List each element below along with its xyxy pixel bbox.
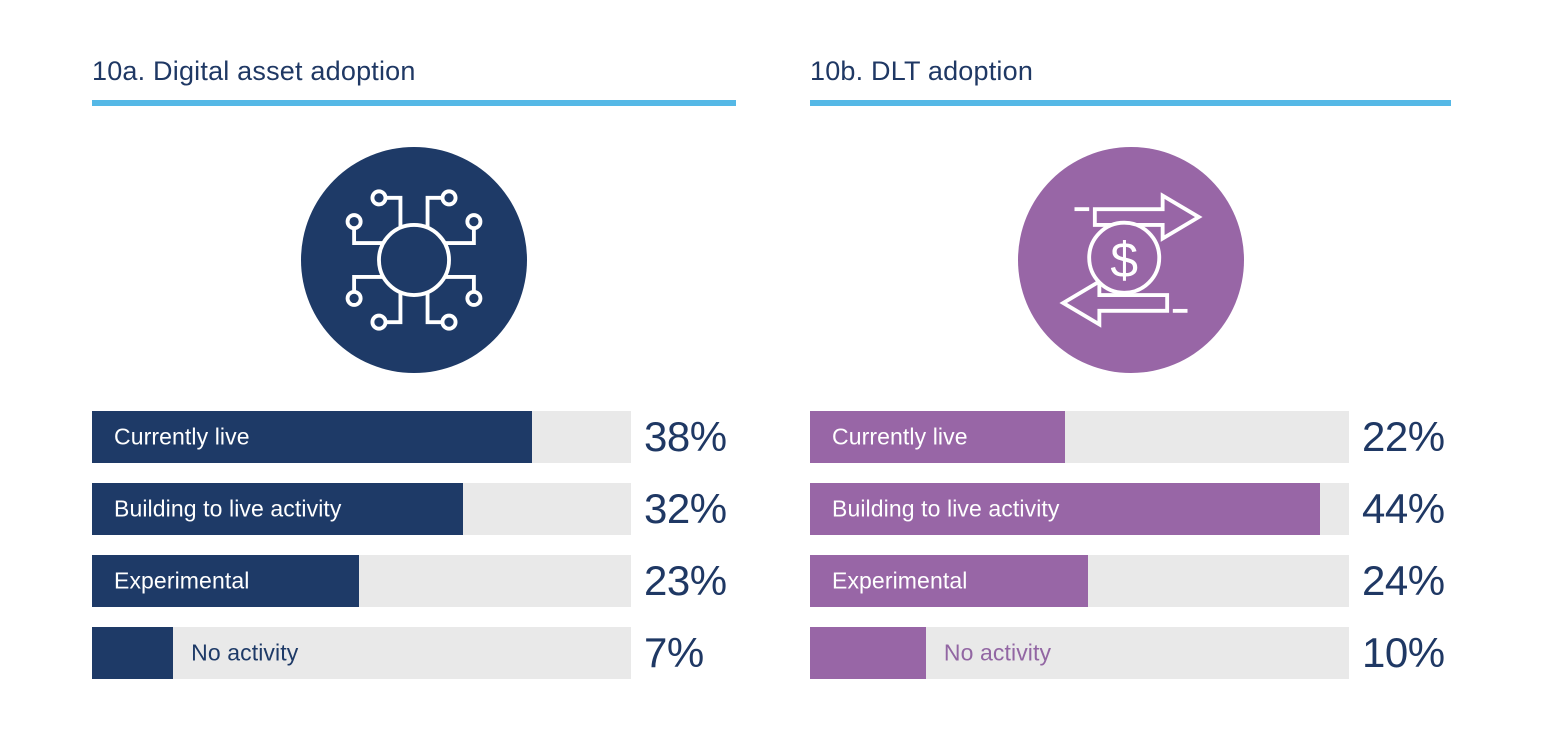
- bar-label: Currently live: [114, 423, 250, 450]
- bar-row: Currently live 38%: [92, 411, 736, 463]
- bar-track: Currently live: [810, 411, 1349, 463]
- bar-value: 32%: [644, 485, 727, 532]
- chart-digital-asset-adoption: 10a. Digital asset adoption: [92, 55, 736, 699]
- bar-label: Building to live activity: [114, 495, 342, 522]
- bar-fill: [92, 483, 463, 535]
- bar-chart: Currently live 38% Building to live acti…: [92, 411, 736, 679]
- bar-row: Building to live activity 44%: [810, 483, 1451, 535]
- bar-row: No activity 7%: [92, 627, 736, 679]
- dlt-money-transfer-icon: $: [1017, 147, 1244, 373]
- bar-row: No activity 10%: [810, 627, 1451, 679]
- bar-value: 7%: [644, 629, 704, 676]
- bar-row: Experimental 23%: [92, 555, 736, 607]
- bar-track: No activity: [810, 627, 1349, 679]
- bar-value: 24%: [1362, 557, 1445, 604]
- bar-track: No activity: [92, 627, 631, 679]
- bar-fill: [92, 627, 174, 679]
- bar-track: Building to live activity: [92, 483, 631, 535]
- title-underline: [92, 100, 736, 106]
- bar-value: 38%: [644, 413, 727, 460]
- bar-label: Experimental: [114, 567, 250, 594]
- bar-label: Experimental: [832, 567, 968, 594]
- bar-fill: [810, 627, 926, 679]
- chart-title: 10b. DLT adoption: [810, 56, 1034, 86]
- bar-value: 10%: [1362, 629, 1445, 676]
- bar-fill: [810, 483, 1321, 535]
- bar-value: 23%: [644, 557, 727, 604]
- bar-row: Experimental 24%: [810, 555, 1451, 607]
- bar-value: 44%: [1362, 485, 1445, 532]
- icon-row: $: [810, 147, 1451, 373]
- icon-row: [92, 147, 736, 373]
- chart-dlt-adoption: 10b. DLT adoption $: [810, 55, 1451, 699]
- bar-value: 22%: [1362, 413, 1445, 460]
- bar-fill: [92, 411, 533, 463]
- title-underline: [810, 100, 1451, 106]
- bar-label: No activity: [943, 639, 1052, 666]
- bar-label: Building to live activity: [832, 495, 1060, 522]
- bar-track: Experimental: [810, 555, 1349, 607]
- bar-track: Currently live: [92, 411, 631, 463]
- bar-track: Building to live activity: [810, 483, 1349, 535]
- bar-chart: Currently live 22% Building to live acti…: [810, 411, 1451, 679]
- bar-label: No activity: [191, 639, 299, 666]
- bar-label: Currently live: [832, 423, 968, 450]
- digital-asset-network-icon: [301, 147, 527, 373]
- dollar-sign-glyph: $: [1110, 232, 1138, 288]
- bar-fill: [92, 555, 359, 607]
- bar-fill: [810, 555, 1089, 607]
- bar-row: Building to live activity 32%: [92, 483, 736, 535]
- chart-title: 10a. Digital asset adoption: [92, 56, 416, 86]
- bar-track: Experimental: [92, 555, 631, 607]
- bar-fill: [810, 411, 1065, 463]
- bar-row: Currently live 22%: [810, 411, 1451, 463]
